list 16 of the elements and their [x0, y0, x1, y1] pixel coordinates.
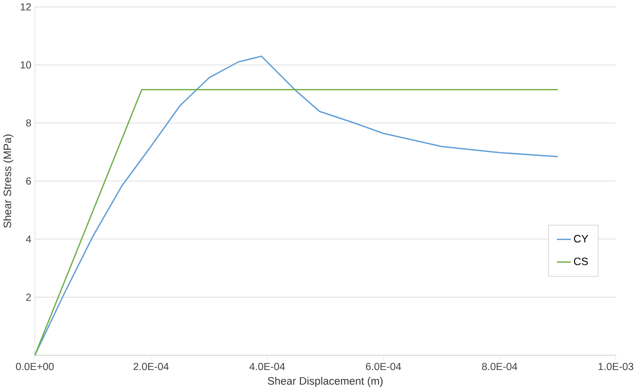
x-tick-label: 6.0E-04	[366, 362, 402, 370]
x-tick-label: 1.0E-03	[598, 362, 634, 370]
x-tick-label: 4.0E-04	[249, 362, 285, 370]
y-tick-label: 8	[26, 119, 31, 127]
y-tick-label: 2	[26, 294, 31, 301]
y-tick-label: 4	[26, 236, 32, 243]
x-tick-label: 2.0E-04	[134, 362, 169, 370]
x-tick-label: 8.0E-04	[482, 362, 518, 370]
y-tick-label: 12	[20, 3, 31, 10]
y-axis-title: Shear Stress (MPa)	[3, 134, 14, 228]
y-tick-label: 10	[20, 61, 31, 68]
legend-label: CY	[574, 234, 588, 242]
x-tick-label: 0.0E+00	[16, 362, 54, 370]
legend-label: CS	[574, 258, 588, 266]
y-tick-label: 6	[26, 177, 31, 185]
x-axis-title: Shear Displacement (m)	[268, 376, 383, 387]
